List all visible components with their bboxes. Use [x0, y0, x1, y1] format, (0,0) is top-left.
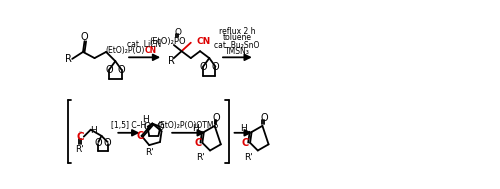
Text: toluene: toluene [222, 33, 252, 42]
Text: O: O [200, 62, 207, 72]
Text: O: O [106, 65, 113, 75]
Text: O: O [157, 122, 164, 132]
Text: R': R' [196, 153, 205, 162]
Text: ··: ·· [78, 129, 82, 134]
Text: C: C [77, 132, 84, 142]
Text: reflux 2 h: reflux 2 h [219, 27, 256, 36]
Text: CN: CN [144, 46, 156, 55]
Text: CN: CN [196, 37, 210, 46]
Text: cat. LiCN: cat. LiCN [128, 40, 162, 49]
Text: C: C [242, 138, 249, 148]
Text: R: R [64, 54, 71, 64]
Text: O: O [94, 138, 102, 148]
Text: H: H [192, 124, 200, 133]
Text: O: O [212, 62, 220, 72]
Text: C: C [194, 138, 202, 148]
Text: R': R' [76, 145, 84, 154]
Text: R: R [168, 56, 175, 66]
Text: R': R' [145, 148, 154, 156]
Text: R': R' [244, 153, 253, 162]
Text: C: C [136, 131, 143, 141]
Text: O: O [175, 28, 182, 37]
Text: O: O [260, 113, 268, 123]
Text: H: H [240, 124, 247, 133]
Text: H: H [90, 126, 97, 135]
Text: (EtO)₂PO: (EtO)₂PO [150, 37, 186, 46]
Text: O: O [104, 138, 112, 148]
Text: O: O [212, 113, 220, 123]
Text: H: H [142, 115, 149, 124]
Text: O: O [143, 122, 150, 132]
Text: (EtO)₂P(O): (EtO)₂P(O) [105, 46, 144, 55]
Text: (EtO)₂P(O)OTMS: (EtO)₂P(O)OTMS [158, 121, 219, 130]
Text: [1,5] C–H: [1,5] C–H [111, 121, 146, 130]
Text: cat. Bu₂SnO: cat. Bu₂SnO [214, 40, 260, 50]
Text: TMSN₃: TMSN₃ [224, 47, 250, 56]
Text: O: O [80, 32, 88, 42]
Text: O: O [118, 65, 126, 75]
